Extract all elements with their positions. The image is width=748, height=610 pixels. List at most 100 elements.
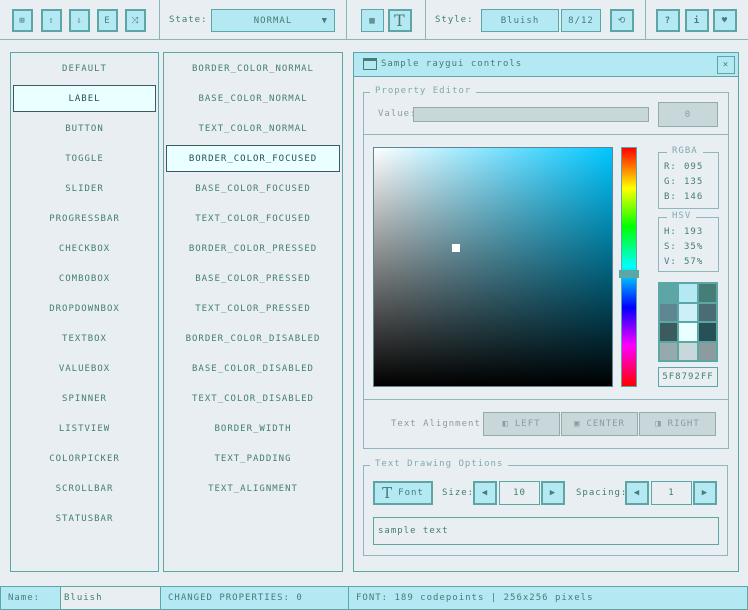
palette-swatch[interactable] xyxy=(698,342,716,360)
list-item[interactable]: DEFAULT xyxy=(62,63,107,74)
list-item[interactable]: CHECKBOX xyxy=(58,243,111,254)
list-item[interactable]: TEXT_COLOR_DISABLED xyxy=(192,393,314,404)
save-file-button[interactable]: ⇩ xyxy=(69,9,90,32)
h-label: H: xyxy=(664,227,677,237)
align-right-label: RIGHT xyxy=(667,419,700,429)
palette-swatch[interactable] xyxy=(660,284,678,302)
hue-selector[interactable] xyxy=(619,270,639,278)
hue-bar[interactable] xyxy=(621,147,637,387)
heart-icon: ♥ xyxy=(721,15,729,26)
style-label: Style: xyxy=(435,15,474,25)
list-item[interactable]: SPINNER xyxy=(62,393,107,404)
list-item[interactable]: TOGGLE xyxy=(65,153,104,164)
chevron-down-icon: ▼ xyxy=(321,15,328,26)
window-titlebar[interactable]: Sample raygui controls × xyxy=(354,53,738,77)
list-item[interactable]: BORDER_WIDTH xyxy=(214,423,292,434)
rgba-group: RGBA R: 095 G: 135 B: 146 xyxy=(658,146,719,209)
value-box[interactable]: 0 xyxy=(658,102,718,127)
list-item[interactable]: TEXT_ALIGNMENT xyxy=(208,483,298,494)
size-increase-button[interactable]: ▶ xyxy=(541,481,565,505)
open-file-button[interactable]: ⇧ xyxy=(41,9,62,32)
list-item[interactable]: STATUSBAR xyxy=(55,513,114,524)
align-center-button[interactable]: ▣ CENTER xyxy=(561,412,638,436)
list-item[interactable]: BORDER_COLOR_FOCUSED xyxy=(166,145,340,172)
palette-swatch[interactable] xyxy=(679,342,697,360)
palette-swatch[interactable] xyxy=(698,303,716,321)
list-item[interactable]: BASE_COLOR_DISABLED xyxy=(192,363,314,374)
list-item[interactable]: SCROLLBAR xyxy=(55,483,114,494)
list-item[interactable]: TEXT_PADDING xyxy=(214,453,292,464)
spacing-decrease-button[interactable]: ◀ xyxy=(625,481,649,505)
palette-swatch[interactable] xyxy=(679,323,697,341)
font-load-button[interactable]: T Font xyxy=(373,481,433,505)
list-item[interactable]: SLIDER xyxy=(65,183,104,194)
sample-text-input[interactable]: sample text xyxy=(373,517,719,545)
export-file-button[interactable]: E xyxy=(97,9,118,32)
list-item[interactable]: BASE_COLOR_PRESSED xyxy=(195,273,311,284)
value-label: Value: xyxy=(378,109,417,119)
cycle-style-button[interactable]: ⟲ xyxy=(610,9,634,32)
new-file-button[interactable]: ⊞ xyxy=(12,9,33,32)
list-item[interactable]: COMBOBOX xyxy=(58,273,111,284)
grid-button[interactable]: ▦ xyxy=(361,9,384,32)
size-value-box[interactable]: 10 xyxy=(499,481,540,505)
spacing-increase-button[interactable]: ▶ xyxy=(693,481,717,505)
spacing-label: Spacing: xyxy=(576,488,628,498)
text-t-icon: T xyxy=(382,484,394,502)
palette-swatch[interactable] xyxy=(660,303,678,321)
list-item[interactable]: TEXTBOX xyxy=(62,333,107,344)
b-value: 146 xyxy=(684,192,704,202)
random-style-button[interactable]: ⤨ xyxy=(125,9,146,32)
list-item[interactable]: DROPDOWNBOX xyxy=(49,303,120,314)
list-item[interactable]: BORDER_COLOR_DISABLED xyxy=(185,333,321,344)
size-decrease-button[interactable]: ◀ xyxy=(473,481,497,505)
style-palette[interactable] xyxy=(658,282,718,362)
hsv-group: HSV H: 193 S: 35% V: 57% xyxy=(658,211,719,272)
color-picker-cursor[interactable] xyxy=(452,244,460,252)
list-item[interactable]: TEXT_COLOR_PRESSED xyxy=(195,303,311,314)
value-slider[interactable] xyxy=(413,107,649,122)
align-right-icon: ◨ xyxy=(655,419,662,429)
align-right-button[interactable]: ◨ RIGHT xyxy=(639,412,716,436)
list-item[interactable]: BASE_COLOR_FOCUSED xyxy=(195,183,311,194)
palette-swatch[interactable] xyxy=(698,323,716,341)
properties-list[interactable]: BORDER_COLOR_NORMAL BASE_COLOR_NORMAL TEXT… xyxy=(163,52,343,572)
arrow-right-icon: ▶ xyxy=(549,488,557,498)
list-item[interactable]: COLORPICKER xyxy=(49,453,120,464)
list-item[interactable]: BUTTON xyxy=(65,123,104,134)
status-name-input[interactable]: Bluish xyxy=(60,586,161,610)
list-item[interactable]: TEXT_COLOR_FOCUSED xyxy=(195,213,311,224)
align-left-button[interactable]: ◧ LEFT xyxy=(483,412,560,436)
s-label: S: xyxy=(664,242,677,252)
group-title: Property Editor xyxy=(370,86,477,96)
list-item[interactable]: BORDER_COLOR_NORMAL xyxy=(192,63,314,74)
align-center-label: CENTER xyxy=(586,419,625,429)
font-button[interactable]: T xyxy=(388,9,412,32)
list-item[interactable]: LISTVIEW xyxy=(58,423,111,434)
controls-list[interactable]: DEFAULT LABEL BUTTON TOGGLE SLIDER PROGRESSBA… xyxy=(10,52,159,572)
list-item[interactable]: LABEL xyxy=(13,85,156,112)
s-value: 35% xyxy=(684,242,704,252)
list-item[interactable]: TEXT_COLOR_NORMAL xyxy=(198,123,308,134)
sponsor-button[interactable]: ♥ xyxy=(713,9,737,32)
state-dropdown[interactable]: NORMAL ▼ xyxy=(211,9,335,32)
palette-swatch[interactable] xyxy=(660,342,678,360)
font-label: Font xyxy=(398,488,424,498)
spacing-value-box[interactable]: 1 xyxy=(651,481,692,505)
about-button[interactable]: i xyxy=(685,9,709,32)
size-label: Size: xyxy=(442,488,475,498)
list-item[interactable]: BORDER_COLOR_PRESSED xyxy=(188,243,318,254)
style-name-box[interactable]: Bluish xyxy=(481,9,559,32)
close-button[interactable]: × xyxy=(717,56,735,74)
palette-swatch[interactable] xyxy=(679,284,697,302)
list-item[interactable]: BASE_COLOR_NORMAL xyxy=(198,93,308,104)
window-icon xyxy=(363,58,377,70)
color-picker-area[interactable] xyxy=(373,147,613,387)
help-button[interactable]: ? xyxy=(656,9,680,32)
palette-swatch[interactable] xyxy=(679,303,697,321)
palette-swatch[interactable] xyxy=(660,323,678,341)
list-item[interactable]: VALUEBOX xyxy=(58,363,111,374)
hex-value-box[interactable]: 5F8792FF xyxy=(658,367,718,387)
palette-swatch[interactable] xyxy=(698,284,716,302)
list-item[interactable]: PROGRESSBAR xyxy=(49,213,120,224)
